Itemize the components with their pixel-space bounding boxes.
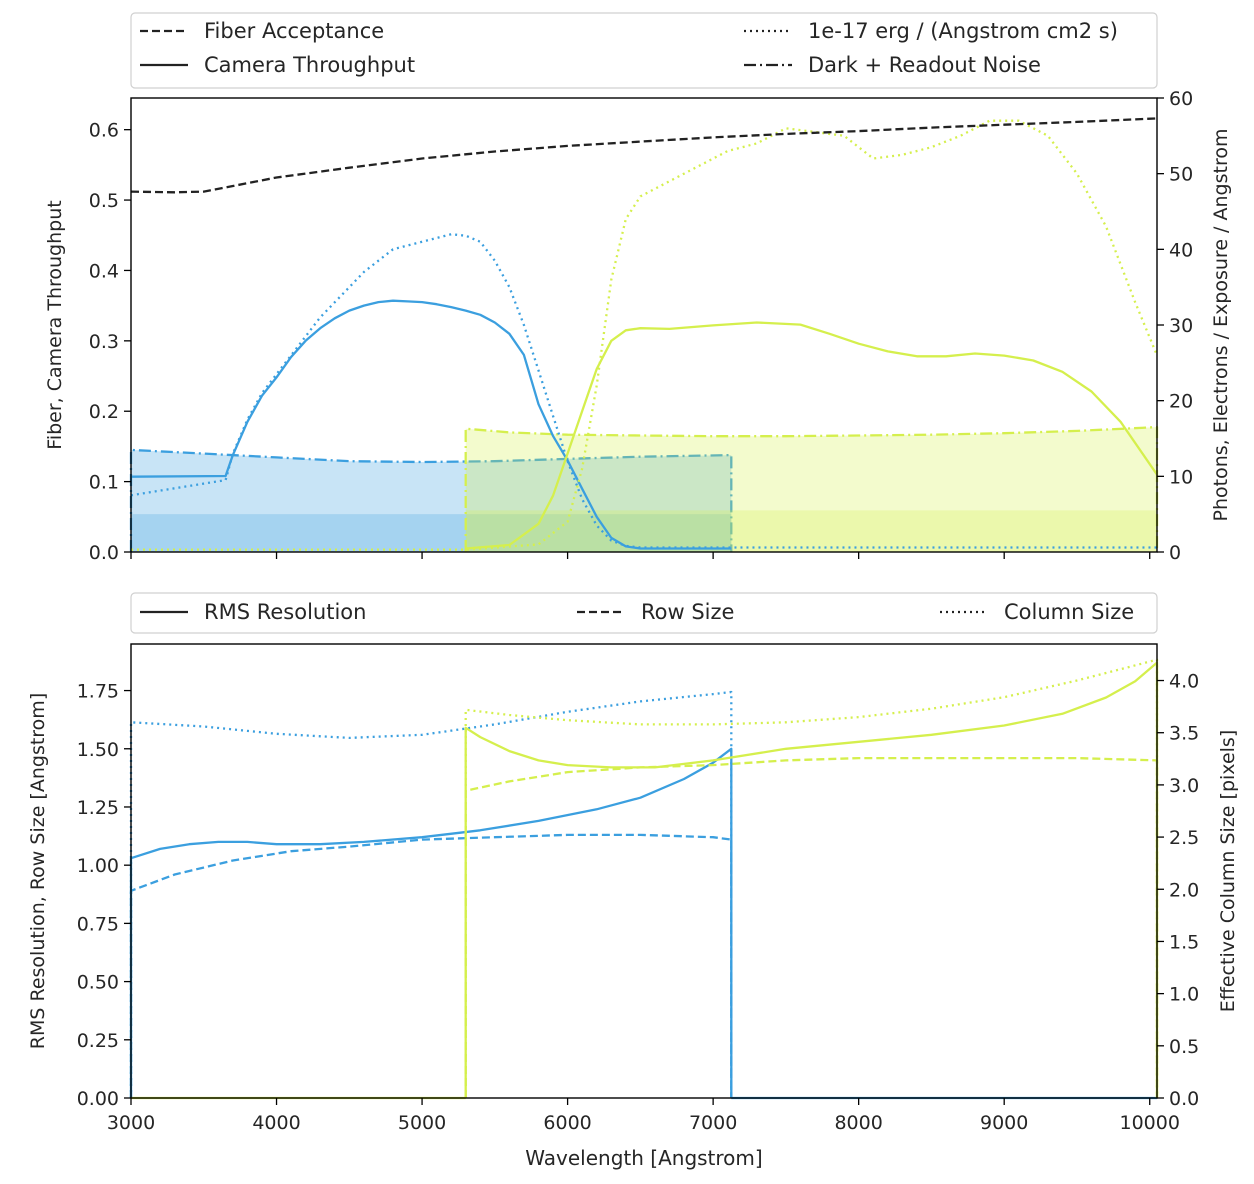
bottom-axes: 3000 4000 5000 6000 7000 8000 9000 10000 0.00 0.2… — [77, 671, 1200, 1134]
bottom-plot-frame — [130, 643, 1158, 1099]
bottom-x-tick-label: 3000 — [107, 1112, 155, 1134]
dark-readout-noise-line-green — [464, 425, 1159, 552]
top-y-tick-label: 0.6 — [89, 120, 119, 142]
x-axis-label: Wavelength [Angstrom] — [525, 1146, 762, 1170]
bottom-x-tick-label: 5000 — [398, 1112, 446, 1134]
camera-throughput-line-blue — [130, 299, 732, 550]
top-axes: 0.0 0.1 0.2 0.3 0.4 0.5 0.6 0 10 20 30 40 50 60 — [89, 88, 1193, 564]
top-right-axis-label: Photons, Electrons / Exposure / Angstrom — [1210, 129, 1232, 522]
bottom-y-tick-label: 1.75 — [77, 681, 119, 703]
top-y2-tick-label: 0 — [1169, 542, 1181, 564]
bottom-y2-tick-label: 2.0 — [1169, 879, 1199, 901]
top-y-tick-label: 0.4 — [89, 260, 119, 282]
top-legend: Fiber Acceptance Camera Throughput 1e-17… — [130, 12, 1158, 89]
legend-label-row-size: Row Size — [641, 600, 734, 624]
row-size-line-green — [464, 756, 1159, 1098]
bottom-x-tick-label: 10000 — [1119, 1112, 1179, 1134]
bottom-x-tick-label: 7000 — [689, 1112, 737, 1134]
bottom-y2-tick-label: 4.0 — [1169, 671, 1199, 693]
bottom-legend: RMS Resolution Row Size Column Size — [130, 592, 1158, 634]
top-y-tick-label: 0.2 — [89, 401, 119, 423]
bottom-y-tick-label: 0.25 — [77, 1030, 119, 1052]
legend-label-camera-throughput: Camera Throughput — [204, 53, 415, 77]
noise-inner-fill-green — [465, 510, 1158, 552]
legend-label-column-size: Column Size — [1004, 600, 1134, 624]
bottom-x-tick-label: 9000 — [980, 1112, 1028, 1134]
bottom-plot-area — [129, 658, 1159, 1100]
top-plot-area — [129, 117, 1159, 552]
bottom-y-tick-label: 0.75 — [77, 913, 119, 935]
top-y2-tick-label: 50 — [1169, 164, 1193, 186]
bottom-x-tick-label: 4000 — [252, 1112, 300, 1134]
legend-label-dark-readout-noise: Dark + Readout Noise — [808, 53, 1041, 77]
fiber-acceptance-line — [130, 117, 1158, 194]
camera-throughput-line-green — [465, 321, 1158, 550]
dark-readout-noise-line-blue — [129, 448, 733, 552]
legend-label-rms-resolution: RMS Resolution — [204, 600, 366, 624]
noise-inner-fill-blue — [131, 514, 732, 552]
bottom-y-tick-label: 0.00 — [77, 1088, 119, 1110]
legend-label-fiber-acceptance: Fiber Acceptance — [204, 19, 384, 43]
bottom-y2-tick-label: 2.5 — [1169, 827, 1199, 849]
bottom-y-tick-label: 1.00 — [77, 855, 119, 877]
rms-resolution-line-blue — [129, 747, 733, 1098]
top-y2-tick-label: 40 — [1169, 239, 1193, 261]
top-y2-tick-label: 30 — [1169, 315, 1193, 337]
top-y-tick-label: 0.3 — [89, 331, 119, 353]
top-y2-tick-label: 20 — [1169, 391, 1193, 413]
column-size-line-green — [464, 658, 1159, 1098]
bottom-y2-tick-label: 3.0 — [1169, 775, 1199, 797]
noise-fill-green — [465, 427, 1157, 552]
top-y2-tick-label: 10 — [1169, 466, 1193, 488]
legend-label-flux: 1e-17 erg / (Angstrom cm2 s) — [808, 19, 1118, 43]
bottom-y-tick-label: 1.50 — [77, 739, 119, 761]
bottom-y-tick-label: 0.50 — [77, 972, 119, 994]
top-y-tick-label: 0.0 — [89, 542, 119, 564]
flux-line-blue — [130, 233, 1157, 549]
top-y-tick-label: 0.5 — [89, 190, 119, 212]
bottom-right-axis-label: Effective Column Size [pixels] — [1217, 730, 1239, 1012]
top-y-tick-label: 0.1 — [89, 472, 119, 494]
bottom-y2-tick-label: 0.0 — [1169, 1088, 1199, 1110]
bottom-x-tick-label: 6000 — [543, 1112, 591, 1134]
bottom-y2-tick-label: 0.5 — [1169, 1036, 1199, 1058]
top-y2-tick-label: 60 — [1169, 88, 1193, 110]
bottom-left-axis-label: RMS Resolution, Row Size [Angstrom] — [27, 693, 49, 1049]
bottom-y2-tick-label: 1.5 — [1169, 931, 1199, 953]
row-size-line-blue — [129, 833, 733, 1098]
top-left-axis-label: Fiber, Camera Throughput — [44, 200, 66, 449]
bottom-x-tick-label: 8000 — [834, 1112, 882, 1134]
bottom-y-tick-label: 1.25 — [77, 797, 119, 819]
bottom-y2-tick-label: 3.5 — [1169, 723, 1199, 745]
rms-resolution-line-green — [464, 661, 1159, 1098]
bottom-y2-tick-label: 1.0 — [1169, 984, 1199, 1006]
